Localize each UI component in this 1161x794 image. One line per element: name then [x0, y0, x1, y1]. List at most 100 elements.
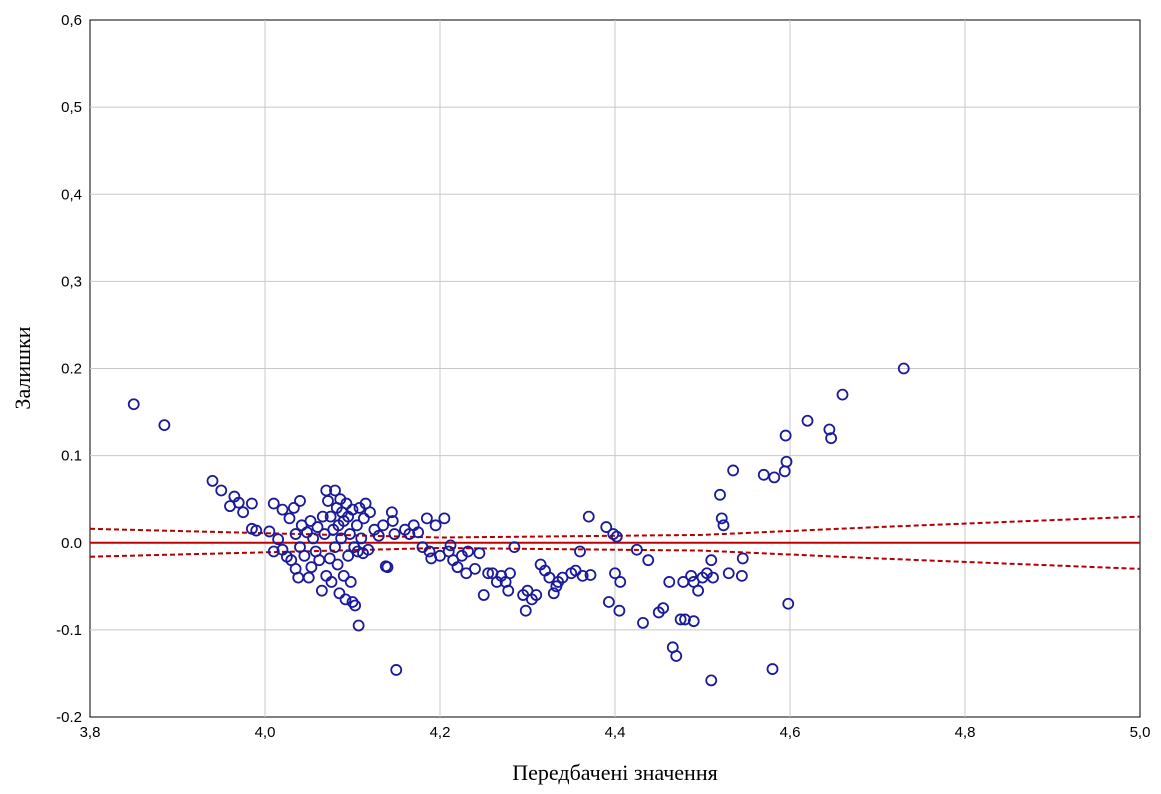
data-point: [780, 455, 793, 468]
x-tick-label: 3,8: [80, 724, 101, 741]
data-point: [245, 497, 258, 510]
data-point: [782, 597, 795, 610]
data-point: [267, 497, 280, 510]
data-point: [462, 545, 474, 558]
data-point: [390, 664, 403, 676]
data-point: [304, 515, 317, 527]
data-point: [801, 414, 814, 427]
data-point: [768, 471, 781, 484]
data-point: [602, 596, 615, 608]
data-point: [714, 488, 726, 501]
confidence-band: [89, 515, 1141, 570]
data-point: [614, 576, 627, 588]
data-point: [642, 554, 655, 567]
x-tick-labels: 3,8 4,0 4,2 4,4 4,6 4,8 5,0: [80, 724, 1151, 741]
x-axis-title: Передбачені значення: [512, 760, 717, 785]
data-point: [263, 525, 276, 538]
data-point: [692, 584, 705, 597]
data-point: [600, 521, 613, 533]
x-tick-label: 4,8: [955, 724, 976, 741]
y-tick-label: 0.2: [61, 361, 82, 378]
data-point: [722, 567, 735, 580]
data-point: [687, 615, 700, 628]
data-point: [250, 524, 263, 537]
data-point: [352, 619, 365, 632]
data-point: [715, 512, 728, 525]
data-point: [349, 599, 362, 612]
data-point: [355, 532, 368, 545]
data-point: [757, 468, 770, 481]
data-point: [316, 510, 329, 523]
data-point: [685, 569, 698, 582]
data-point: [323, 552, 336, 565]
data-point: [364, 506, 376, 519]
data-point: [420, 512, 433, 525]
data-point: [283, 512, 296, 525]
data-point: [584, 569, 597, 581]
data-point: [823, 423, 836, 436]
x-tick-label: 4,4: [605, 724, 626, 741]
data-point: [451, 561, 464, 574]
data-point: [663, 576, 676, 588]
data-point: [674, 613, 687, 626]
data-point: [679, 613, 691, 626]
data-point: [276, 503, 289, 516]
data-point: [386, 515, 399, 527]
data-point: [158, 419, 171, 432]
data-point: [237, 506, 250, 519]
data-point: [305, 561, 318, 574]
data-point: [127, 398, 140, 411]
data-point: [766, 663, 779, 675]
data-point: [582, 510, 595, 523]
x-tick-label: 4,2: [430, 724, 451, 741]
data-point: [477, 589, 490, 601]
x-tick-label: 4,0: [255, 724, 276, 741]
data-point: [287, 501, 300, 514]
data-point: [301, 526, 313, 539]
x-tick-label: 4,6: [780, 724, 801, 741]
data-point: [315, 584, 328, 597]
data-point: [322, 495, 334, 507]
data-point: [530, 589, 543, 601]
data-point: [735, 569, 748, 582]
data-point: [329, 541, 341, 554]
data-point: [705, 554, 718, 567]
y-tick-label: 0,3: [61, 273, 82, 290]
data-point: [346, 596, 359, 608]
data-point: [547, 587, 560, 600]
data-point: [469, 562, 481, 575]
data-point: [727, 464, 740, 477]
data-point: [337, 569, 350, 582]
data-point: [502, 584, 515, 597]
y-tick-label: 0.0: [61, 535, 82, 552]
y-tick-label: -0.1: [56, 622, 82, 639]
data-point: [298, 549, 311, 562]
data-points: [127, 362, 910, 687]
data-point: [429, 519, 442, 532]
y-tick-labels: -0.2 -0.1 0.0 0.1 0.2 0,3 0,4 0,5 0,6: [56, 12, 82, 726]
confidence-band-upper: [89, 515, 1141, 539]
data-point: [630, 543, 643, 556]
data-point: [331, 558, 344, 571]
data-point: [717, 519, 730, 532]
data-point: [508, 541, 521, 554]
data-point: [825, 432, 838, 445]
data-point: [670, 650, 683, 662]
confidence-band-lower: [89, 546, 1141, 570]
data-point: [307, 532, 320, 545]
data-point: [897, 362, 910, 375]
data-point: [324, 510, 337, 523]
data-point: [444, 539, 457, 552]
data-point: [342, 549, 355, 562]
data-point: [385, 506, 398, 519]
data-point: [609, 567, 621, 580]
data-point: [294, 495, 306, 507]
data-point: [343, 528, 356, 540]
data-point: [362, 543, 375, 556]
data-point: [423, 545, 436, 558]
data-point: [350, 519, 363, 532]
data-point: [482, 567, 495, 580]
data-point: [637, 617, 649, 629]
data-point: [372, 529, 385, 542]
data-point: [333, 587, 346, 600]
